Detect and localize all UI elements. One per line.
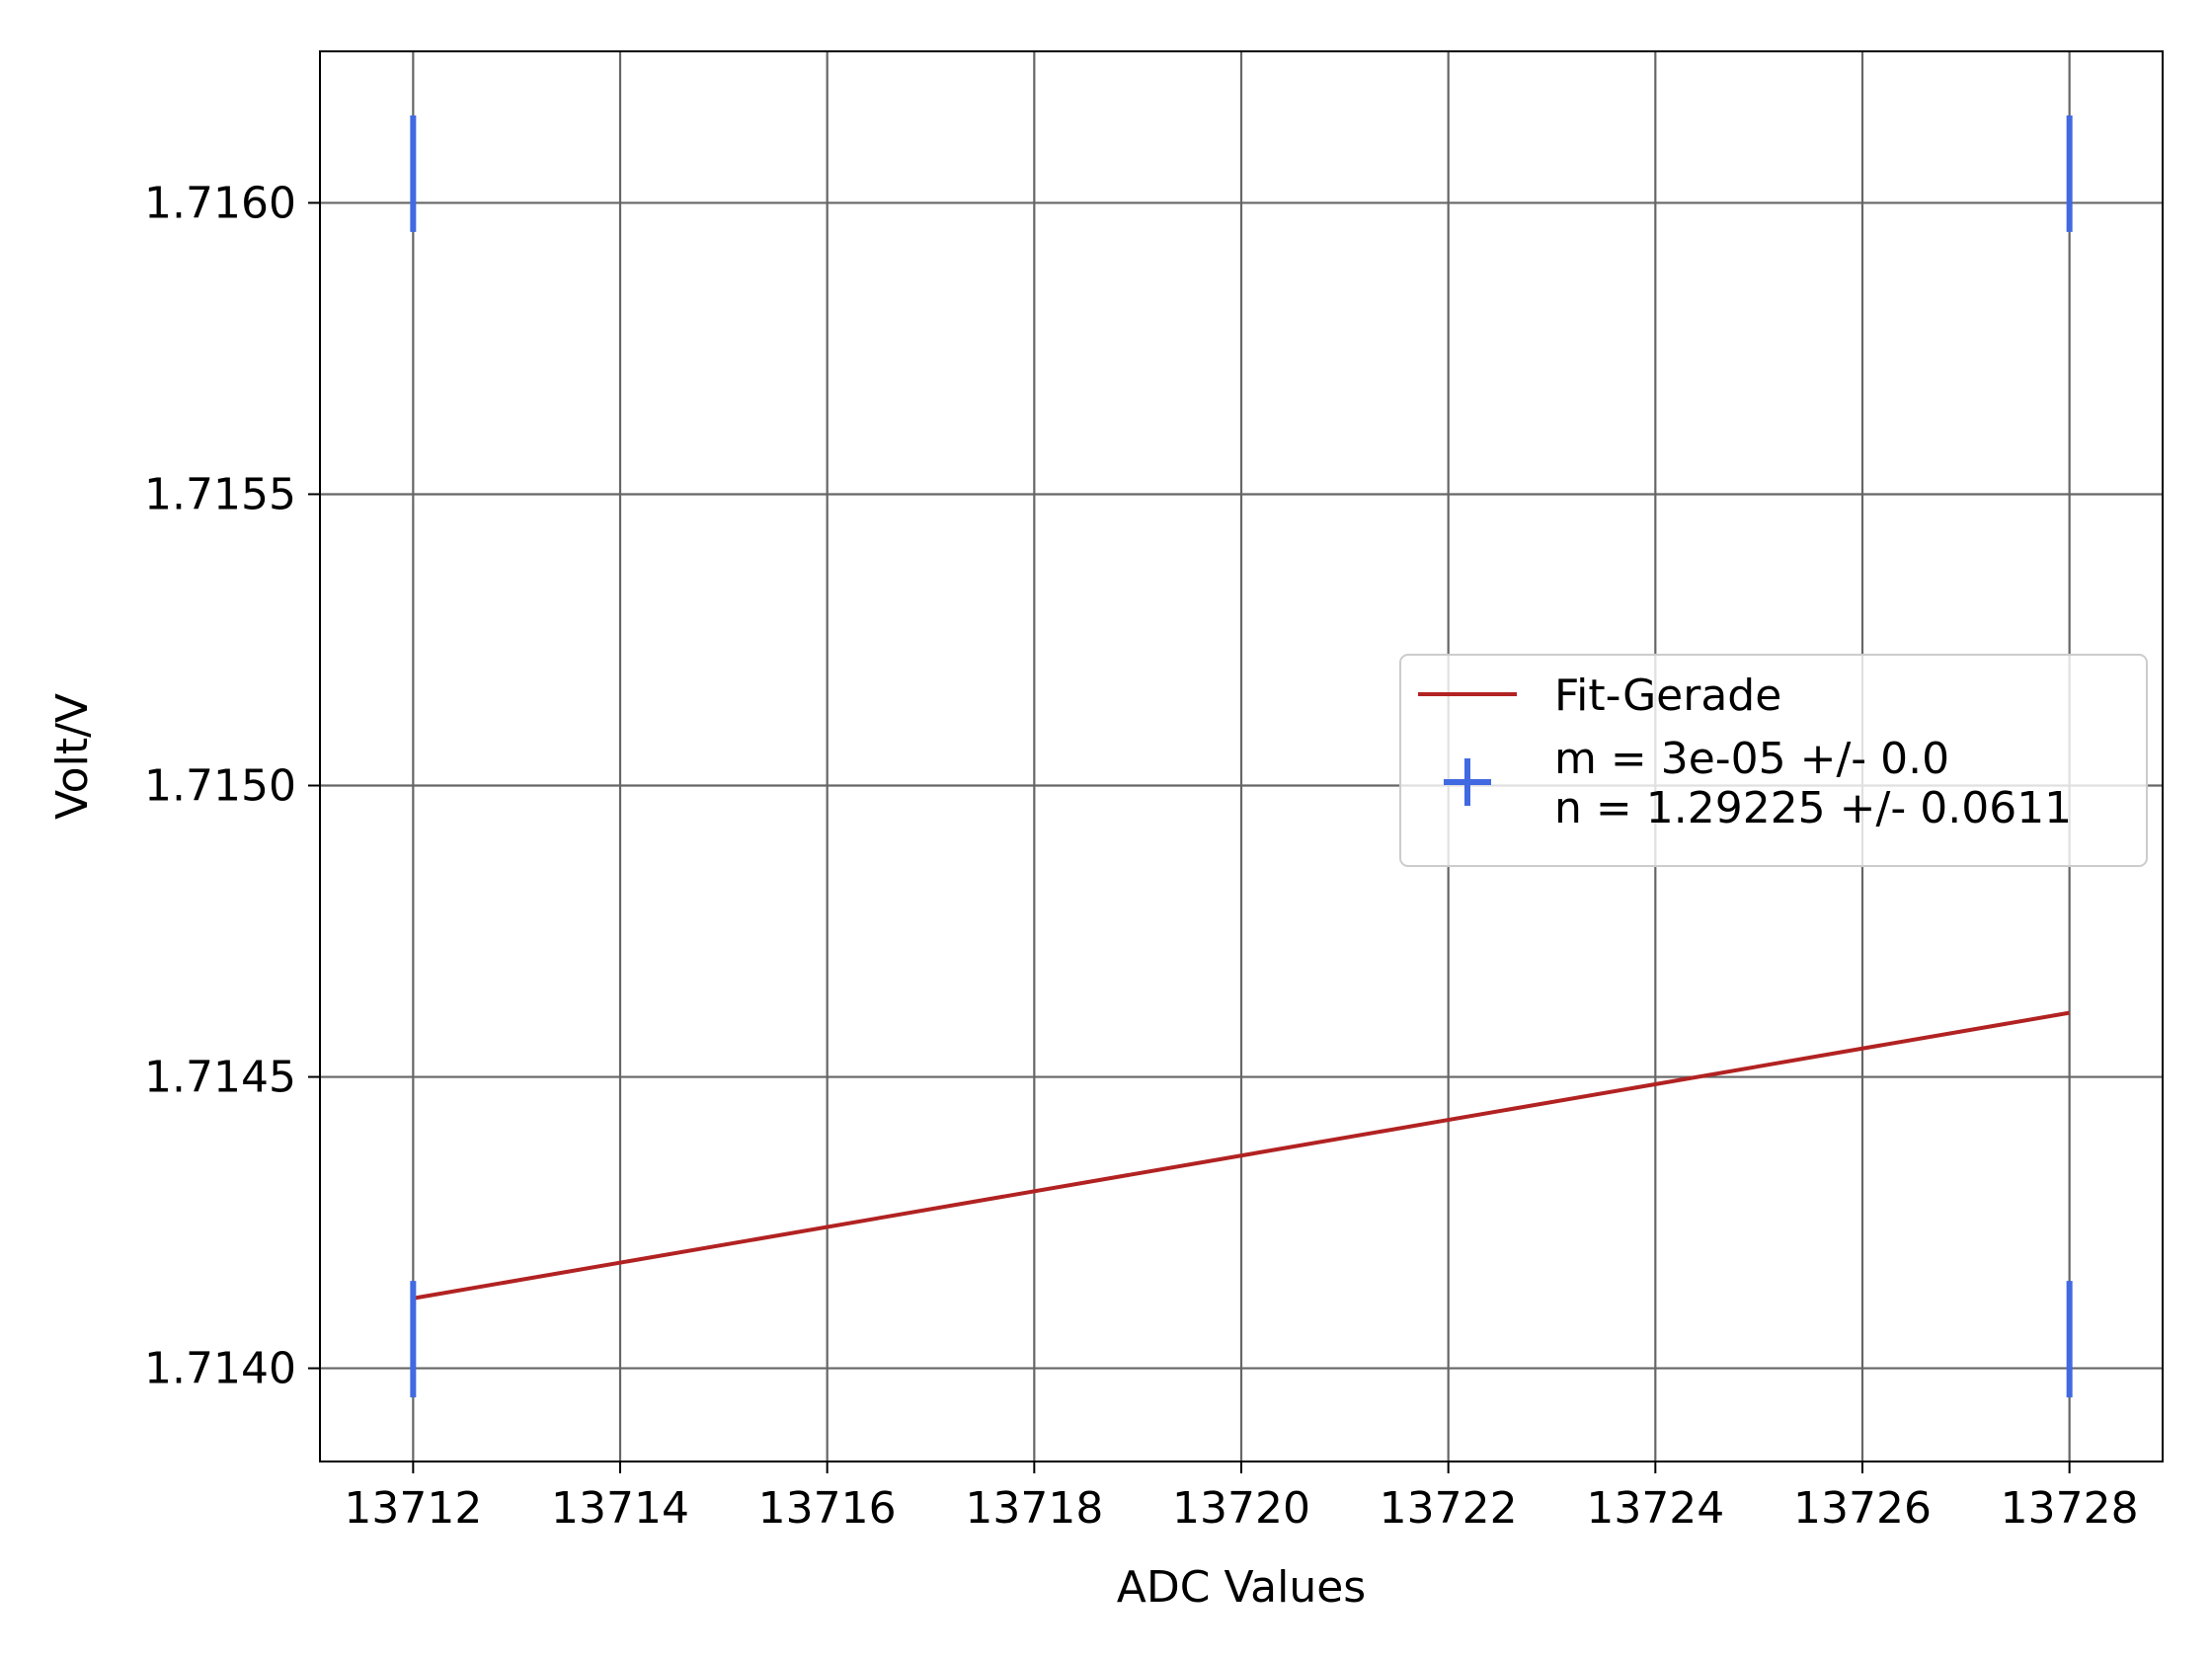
y-tick-label: 1.7150	[144, 761, 296, 812]
legend: Fit-Gerade m = 3e-05 +/- 0.0n = 1.29225 +…	[1399, 654, 2148, 867]
x-tick-label: 13718	[965, 1483, 1103, 1534]
x-tick-label: 13724	[1586, 1483, 1724, 1534]
y-tick-label: 1.7160	[144, 178, 296, 228]
legend-box	[1399, 654, 2148, 867]
legend-label: Fit-Gerade	[1554, 671, 1781, 721]
y-axis-label: Volt/V	[47, 693, 98, 820]
y-tick-label: 1.7140	[144, 1344, 296, 1394]
fit-line	[413, 1010, 2070, 1301]
data-point	[2066, 1281, 2073, 1398]
legend-label: m = 3e-05 +/- 0.0	[1554, 734, 1949, 784]
x-tick-label: 13726	[1793, 1483, 1932, 1534]
axis-ticks: 13712 13714 13716 13718 13720 13722 13724 13726…	[144, 178, 2139, 1534]
data-point	[410, 1281, 417, 1398]
y-tick-label: 1.7155	[144, 469, 296, 519]
grid	[320, 51, 2163, 1462]
data-point	[2066, 115, 2073, 232]
x-tick-label: 13728	[2001, 1483, 2139, 1534]
x-tick-label: 13714	[551, 1483, 689, 1534]
x-tick-label: 13716	[758, 1483, 897, 1534]
data-point	[410, 115, 417, 232]
x-tick-label: 13720	[1172, 1483, 1310, 1534]
plot-series	[410, 115, 2073, 1398]
x-tick-label: 13722	[1380, 1483, 1518, 1534]
x-tick-label: 13712	[344, 1483, 482, 1534]
x-axis-label: ADC Values	[1117, 1562, 1366, 1613]
legend-label: n = 1.29225 +/- 0.0611	[1554, 783, 2072, 833]
legend-entry: Fit-Gerade	[1418, 671, 1781, 721]
y-tick-label: 1.7145	[144, 1053, 296, 1103]
legend-entry: m = 3e-05 +/- 0.0n = 1.29225 +/- 0.0611	[1444, 734, 2072, 833]
